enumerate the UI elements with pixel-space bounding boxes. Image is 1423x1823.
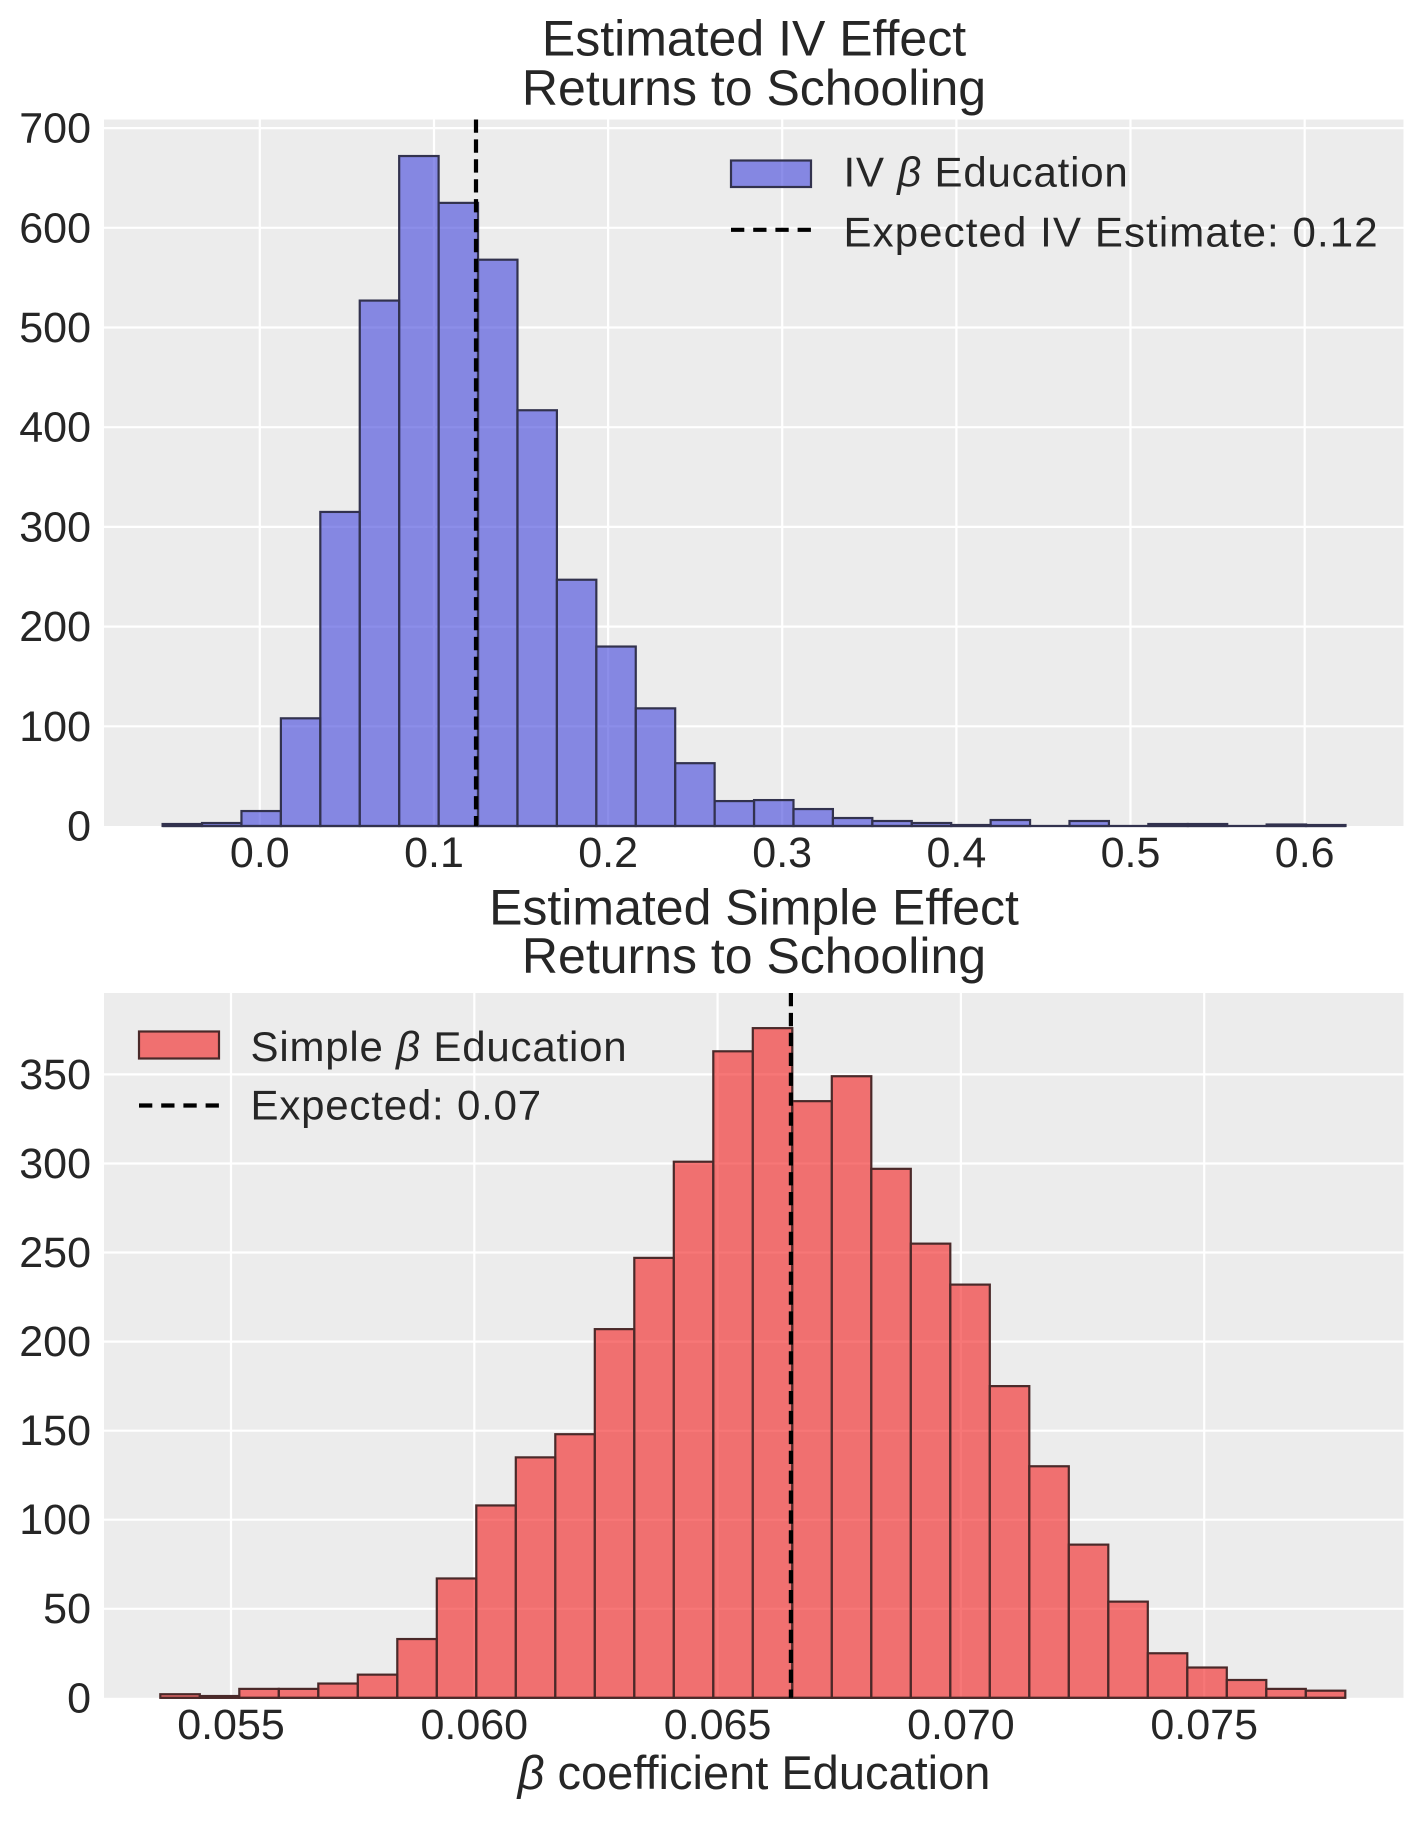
svg-text:Expected: 0.07: Expected: 0.07: [251, 1082, 542, 1129]
svg-text:50: 50: [43, 1585, 91, 1633]
svg-text:600: 600: [19, 204, 91, 252]
svg-text:0.0: 0.0: [230, 829, 290, 877]
svg-text:0.1: 0.1: [404, 829, 464, 877]
svg-text:200: 200: [19, 603, 91, 651]
svg-text:0: 0: [67, 803, 91, 851]
svg-text:100: 100: [19, 1496, 91, 1544]
svg-text:0.070: 0.070: [907, 1701, 1015, 1749]
svg-text:Expected IV Estimate: 0.12: Expected IV Estimate: 0.12: [844, 209, 1379, 256]
svg-text:0.4: 0.4: [927, 829, 987, 877]
svg-text:150: 150: [19, 1407, 91, 1455]
svg-text:300: 300: [19, 503, 91, 551]
svg-text:Estimated Simple Effect: Estimated Simple Effect: [489, 880, 1019, 936]
svg-text:0.6: 0.6: [1275, 829, 1335, 877]
svg-text:100: 100: [19, 703, 91, 751]
svg-text:0.055: 0.055: [177, 1701, 285, 1749]
svg-text:Estimated IV Effect: Estimated IV Effect: [542, 11, 966, 67]
svg-text:IV β Education: IV β Education: [844, 149, 1129, 196]
svg-text:0.060: 0.060: [420, 1701, 528, 1749]
svg-text:Returns to Schooling: Returns to Schooling: [522, 60, 986, 116]
svg-text:0.2: 0.2: [578, 829, 638, 877]
svg-text:300: 300: [19, 1140, 91, 1188]
svg-text:700: 700: [19, 105, 91, 153]
svg-text:0.3: 0.3: [752, 829, 812, 877]
svg-text:0.5: 0.5: [1101, 829, 1161, 877]
svg-text:500: 500: [19, 304, 91, 352]
svg-text:0.065: 0.065: [664, 1701, 772, 1749]
svg-text:200: 200: [19, 1318, 91, 1366]
svg-text:Returns to Schooling: Returns to Schooling: [522, 928, 986, 984]
svg-text:0: 0: [67, 1674, 91, 1722]
svg-text:350: 350: [19, 1051, 91, 1099]
svg-text:400: 400: [19, 404, 91, 452]
svg-text:250: 250: [19, 1229, 91, 1277]
svg-text:β coefficient Education: β coefficient Education: [516, 1746, 991, 1799]
svg-text:0.075: 0.075: [1150, 1701, 1258, 1749]
svg-text:Simple β Education: Simple β Education: [251, 1023, 628, 1070]
